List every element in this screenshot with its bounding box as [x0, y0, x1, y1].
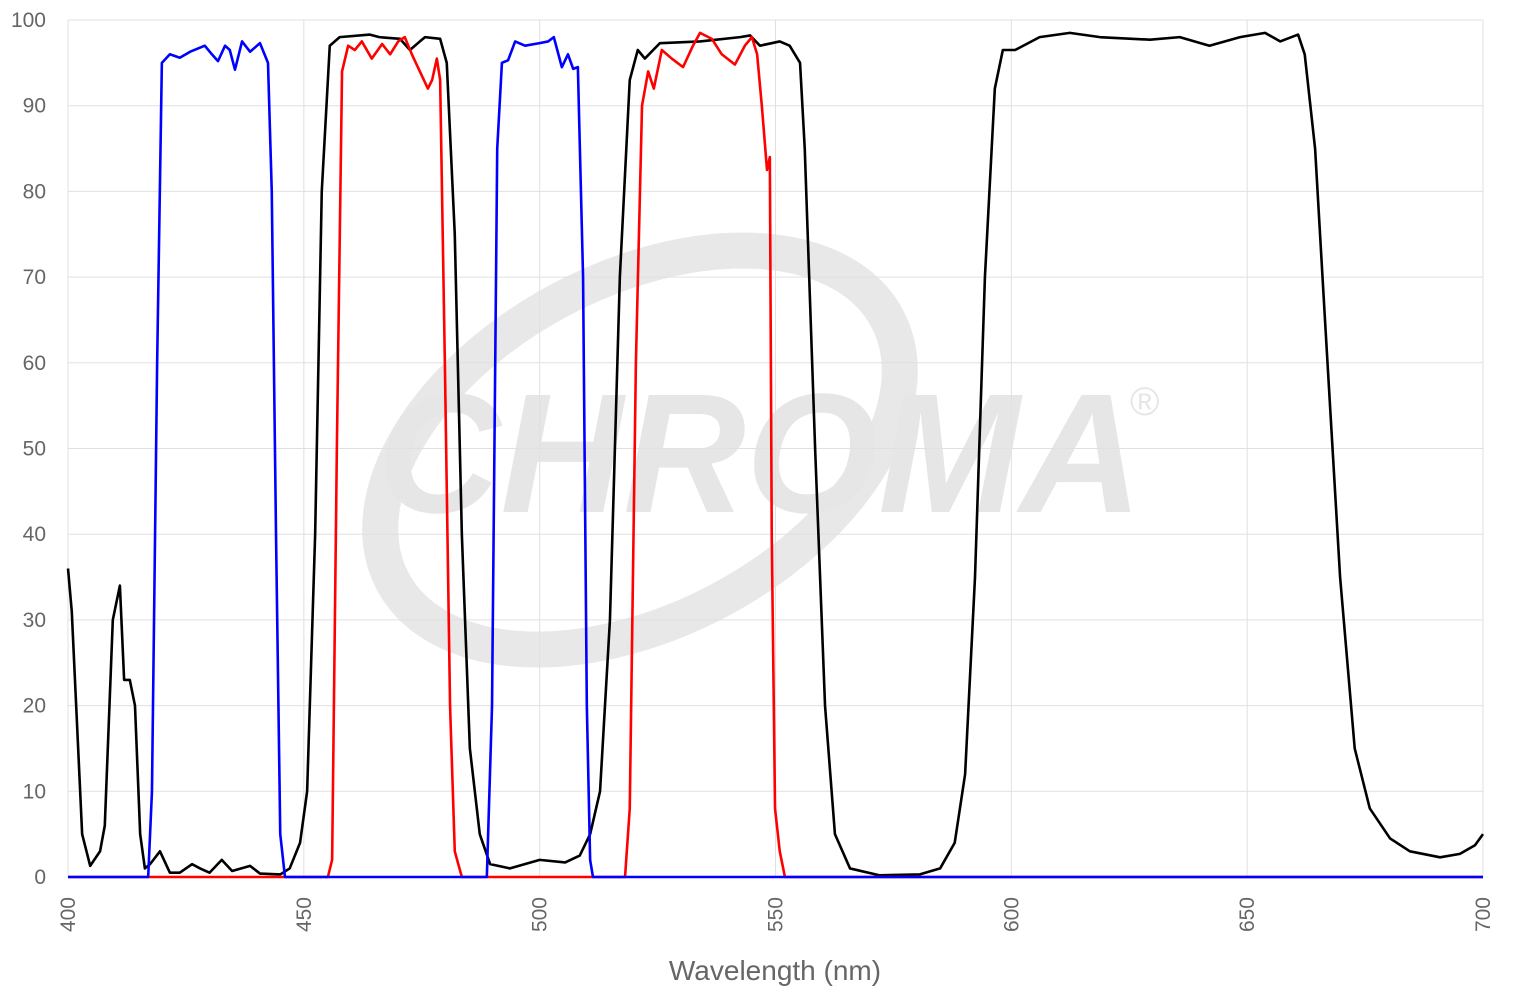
- y-tick-label: 80: [23, 180, 46, 203]
- grid: [67, 19, 1484, 878]
- plot-lines: [66, 31, 1485, 879]
- x-tick-label: 700: [1472, 897, 1495, 932]
- x-tick-label: 500: [529, 897, 552, 932]
- x-tick-label: 450: [293, 897, 316, 932]
- y-tick-label: 100: [11, 9, 46, 32]
- y-tick-label: 20: [23, 695, 46, 718]
- spectrum-line: [68, 31, 1483, 879]
- watermark-registered: ®: [1130, 380, 1159, 424]
- x-tick-label: 550: [765, 897, 788, 932]
- watermark: CHROMA ®: [362, 232, 1159, 668]
- y-tick-label: 90: [23, 95, 46, 118]
- y-tick-label: 70: [23, 266, 46, 289]
- watermark-text: CHROMA: [378, 359, 1143, 549]
- x-axis-label: Wavelength (nm): [669, 955, 881, 986]
- spectrum-line: [68, 35, 1483, 879]
- tick-labels: 0 10 20 30 40 50 60 70 80 90 100 400 450 500 550 600 650…: [11, 9, 1495, 932]
- watermark-swoosh: [362, 232, 918, 668]
- y-tick-label: 10: [23, 780, 46, 803]
- x-tick-label: 400: [57, 897, 80, 932]
- y-tick-label: 60: [23, 352, 46, 375]
- x-tick-label: 650: [1236, 897, 1259, 932]
- x-tick-label: 600: [1000, 897, 1023, 932]
- y-tick-label: 40: [23, 523, 46, 546]
- spectrum-line: [66, 31, 1485, 877]
- y-tick-label: 30: [23, 609, 46, 632]
- y-tick-label: 0: [34, 866, 46, 889]
- y-tick-label: 50: [23, 438, 46, 461]
